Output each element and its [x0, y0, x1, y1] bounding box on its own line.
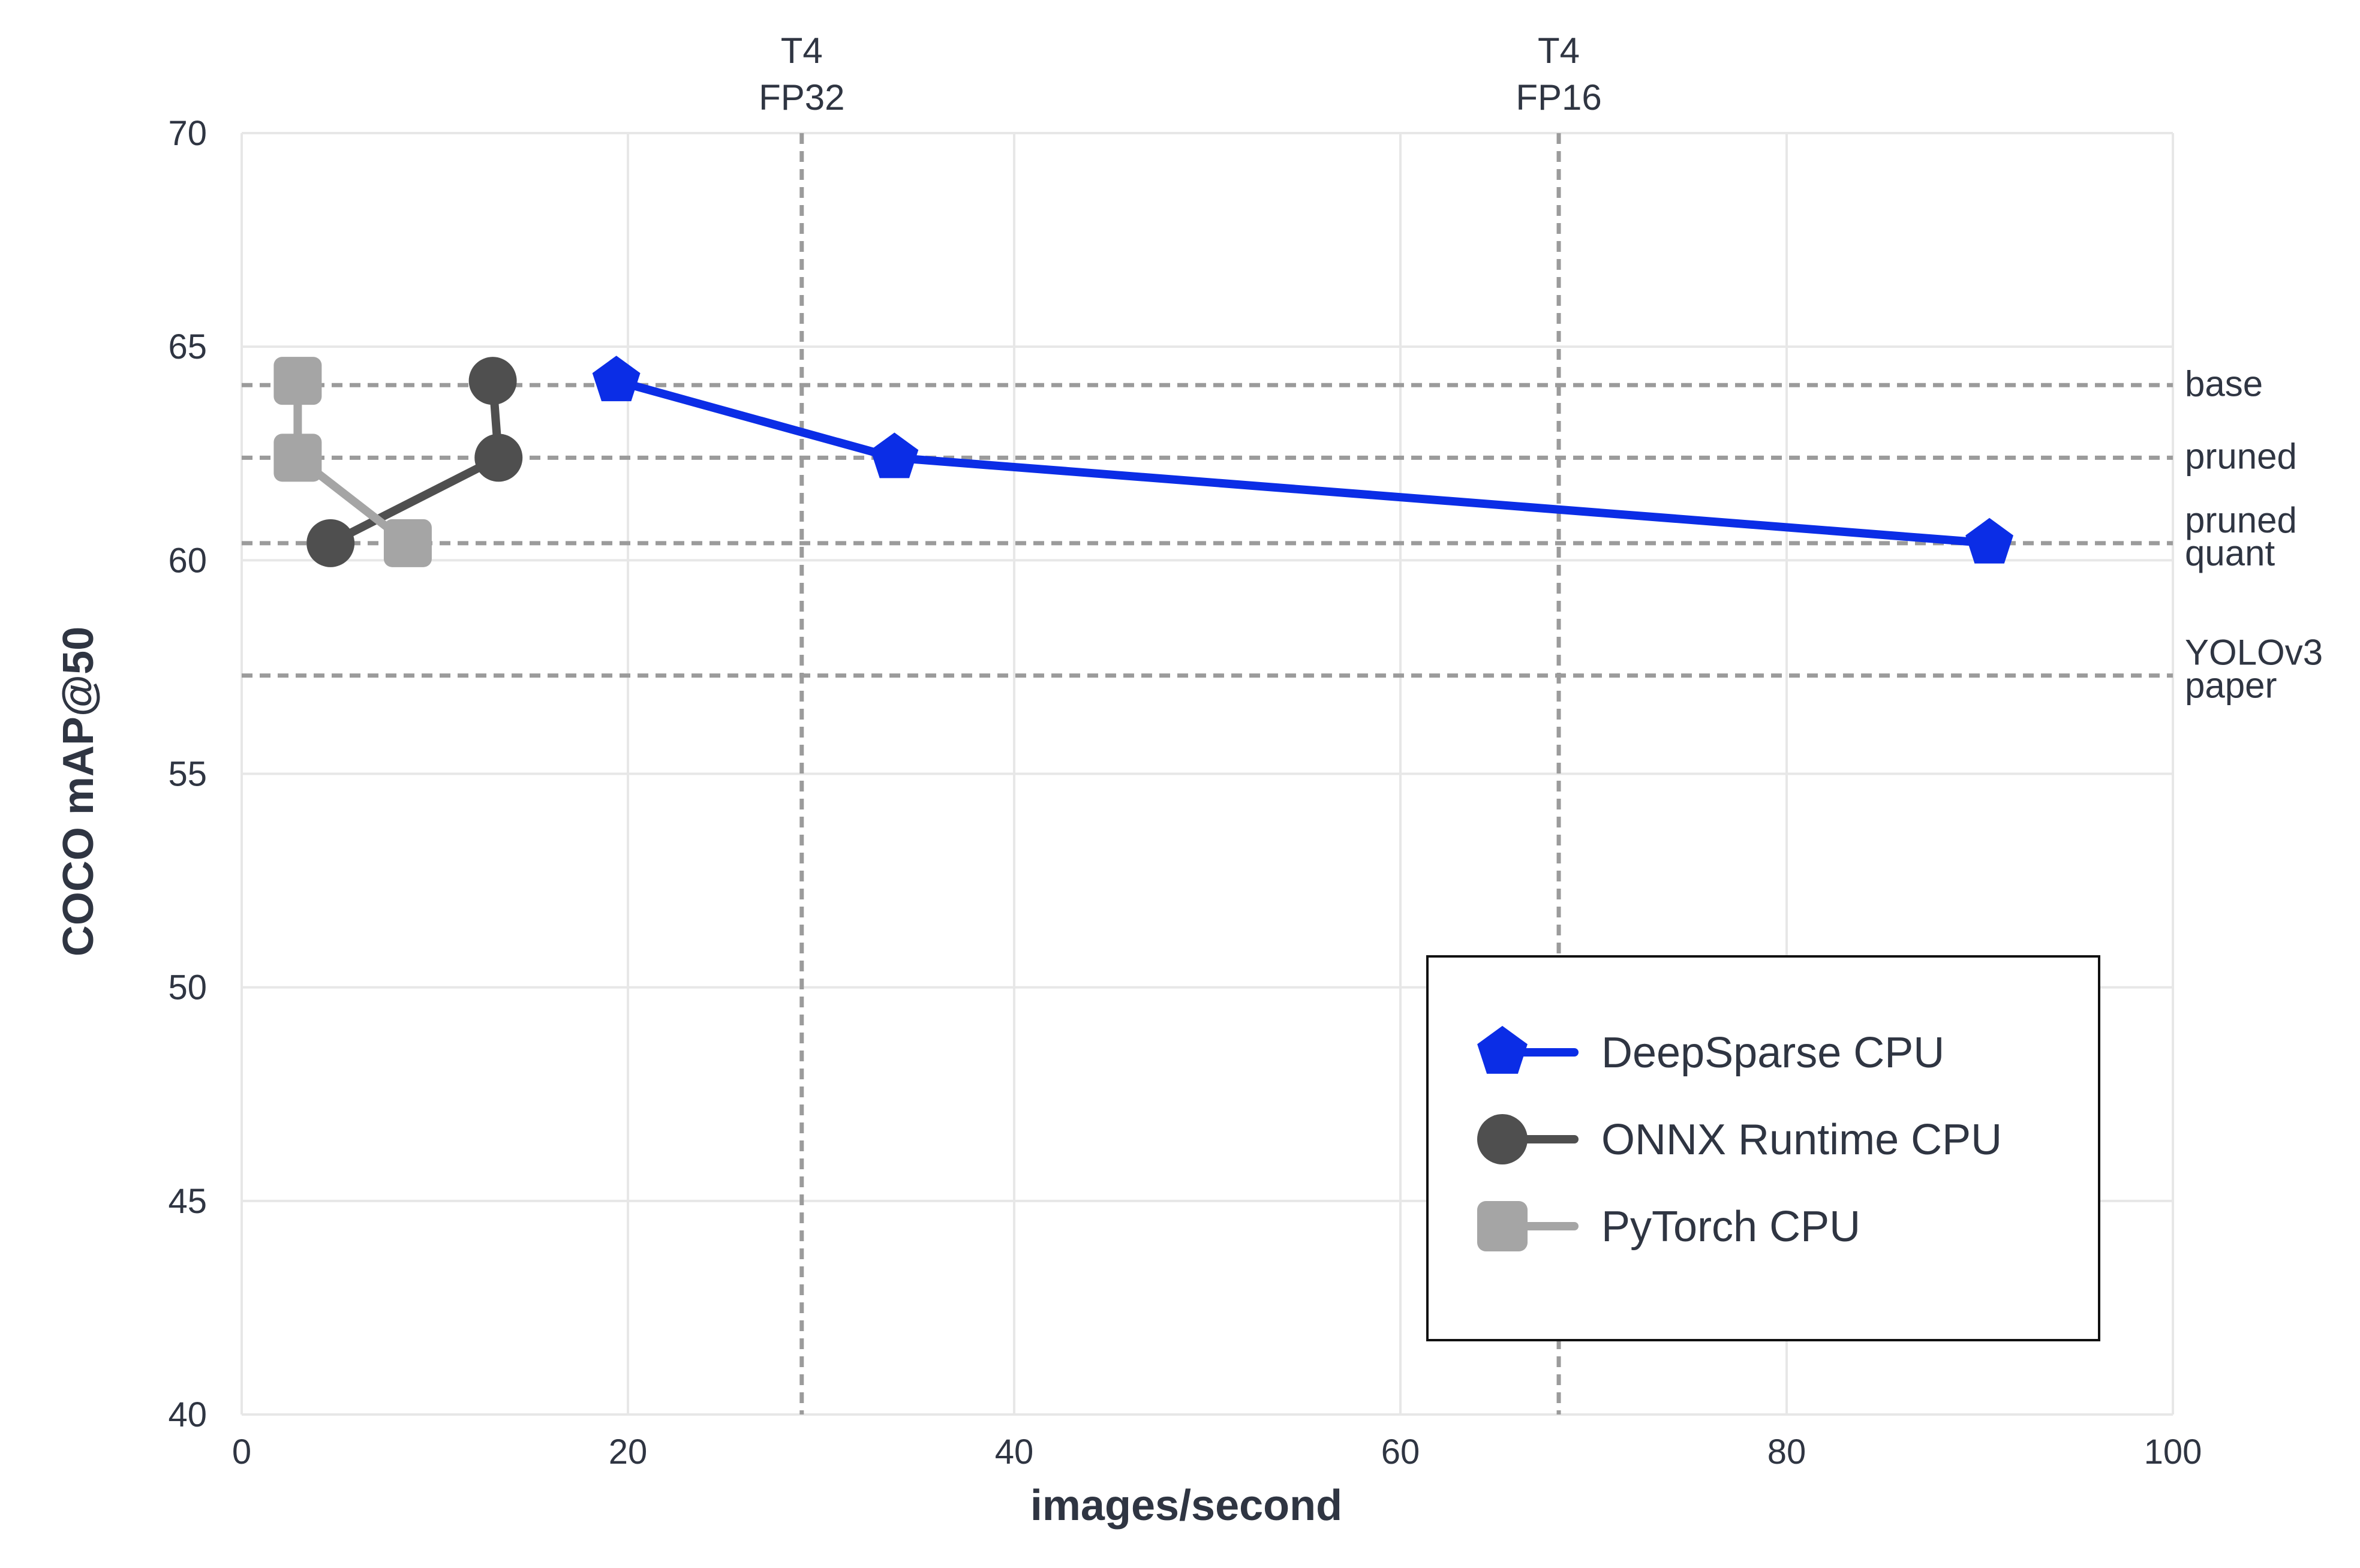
horizontal-reference-label-0-0: base	[2185, 363, 2263, 404]
series-layer	[273, 356, 2013, 567]
legend-marker-1	[1477, 1114, 1528, 1164]
series-0-point-2	[1965, 517, 2013, 564]
y-tick-label-40: 40	[168, 1395, 207, 1434]
series-2-point-0	[273, 357, 322, 405]
vertical-reference-label-0-1: FP32	[759, 77, 844, 118]
y-tick-label-65: 65	[168, 327, 207, 366]
legend-marker-0	[1477, 1025, 1528, 1074]
vertical-reference-label-1-1: FP16	[1516, 77, 1601, 118]
series-line-0	[612, 377, 1994, 547]
y-tick-label-55: 55	[168, 755, 207, 794]
series-2-point-1	[273, 434, 322, 482]
y-tick-label-50: 50	[168, 968, 207, 1007]
y-tick-label-70: 70	[168, 114, 207, 153]
vertical-reference-label-1-0: T4	[1538, 31, 1580, 71]
series-0-point-0	[592, 356, 641, 402]
y-tick-label-60: 60	[168, 541, 207, 580]
legend-label-1: ONNX Runtime CPU	[1601, 1116, 2002, 1164]
x-tick-label-80: 80	[1767, 1432, 1806, 1471]
x-tick-label-60: 60	[1381, 1432, 1420, 1471]
x-tick-label-20: 20	[609, 1432, 648, 1471]
series-0-point-1	[870, 432, 919, 478]
tick-labels: 0 20 40 60 80 100 40 45 50 55 60 65 70	[168, 114, 2202, 1471]
legend-label-2: PyTorch CPU	[1601, 1203, 1860, 1251]
series-line-1	[326, 377, 503, 547]
vertical-reference-label-0-0: T4	[781, 31, 823, 71]
series-1-point-2	[306, 519, 355, 567]
horizontal-reference-label-2-0: pruned	[2185, 500, 2297, 540]
series-1-point-1	[474, 434, 523, 482]
series-2-point-2	[383, 519, 432, 567]
x-tick-label-0: 0	[232, 1432, 251, 1471]
x-tick-label-40: 40	[995, 1432, 1034, 1471]
legend-label-0: DeepSparse CPU	[1601, 1029, 1944, 1077]
horizontal-reference-label-1-0: pruned	[2185, 436, 2297, 476]
reference-labels: T4FP32T4FP16baseprunedprunedquantYOLOv3p…	[759, 31, 2323, 706]
y-tick-label-45: 45	[168, 1182, 207, 1221]
legend: DeepSparse CPU ONNX Runtime CPU PyTorch CP…	[1426, 955, 2100, 1341]
legend-box	[1426, 955, 2100, 1341]
x-axis-title: images/second	[1030, 1482, 1342, 1530]
y-axis-title: COCO mAP@50	[55, 627, 103, 956]
series-1-point-0	[468, 357, 517, 405]
horizontal-reference-label-3-1: paper	[2185, 666, 2277, 706]
legend-marker-2	[1477, 1201, 1528, 1251]
grid-layer	[240, 132, 2174, 1416]
x-tick-label-100: 100	[2144, 1432, 2202, 1471]
horizontal-reference-label-3-0: YOLOv3	[2185, 633, 2323, 673]
horizontal-reference-label-2-1: quant	[2185, 533, 2275, 573]
